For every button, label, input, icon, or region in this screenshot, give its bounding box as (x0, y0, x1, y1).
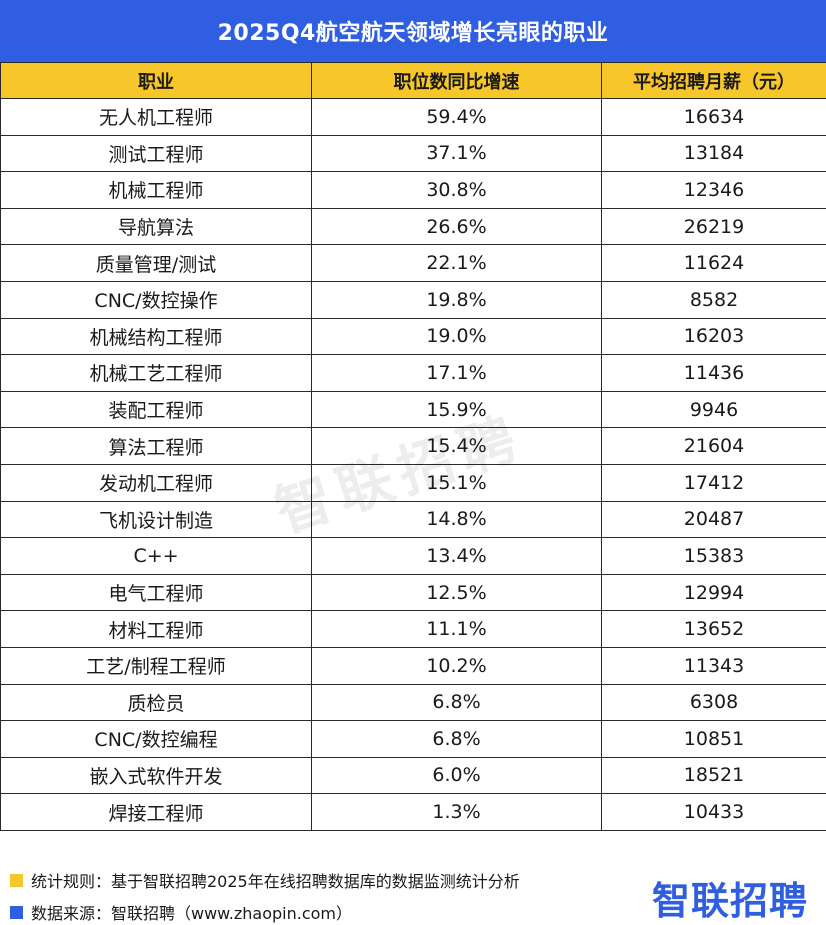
cell-occupation: 质检员 (0, 683, 312, 722)
cell-occupation: 焊接工程师 (0, 793, 312, 831)
cell-occupation: CNC/数控编程 (0, 720, 312, 758)
cell-salary: 11436 (601, 354, 826, 392)
cell-growth: 37.1% (311, 134, 602, 173)
cell-growth: 6.8% (311, 720, 602, 758)
data-source-text: 数据来源：智联招聘（www.zhaopin.com） (31, 904, 353, 923)
table-row: 工艺/制程工程师 10.2% 11343 (0, 646, 826, 685)
cell-occupation: 机械工程师 (0, 171, 312, 209)
cell-occupation: 质量管理/测试 (0, 244, 312, 282)
cell-growth: 13.4% (311, 537, 602, 575)
table-row: 飞机设计制造 14.8% 20487 (0, 500, 826, 539)
cell-salary: 11624 (601, 244, 826, 282)
cell-growth: 17.1% (311, 354, 602, 392)
stat-rule-text: 统计规则：基于智联招聘2025年在线招聘数据库的数据监测统计分析 (31, 872, 520, 891)
table-row: 发动机工程师 15.1% 17412 (0, 463, 826, 502)
cell-growth: 10.2% (311, 646, 602, 685)
table-row: 质量管理/测试 22.1% 11624 (0, 244, 826, 282)
cell-growth: 15.4% (311, 427, 602, 465)
cell-salary: 20487 (601, 500, 826, 539)
cell-growth: 11.1% (311, 610, 602, 648)
cell-occupation: 导航算法 (0, 207, 312, 246)
cell-occupation: CNC/数控操作 (0, 280, 312, 319)
table-row: 装配工程师 15.9% 9946 (0, 390, 826, 429)
cell-salary: 10433 (601, 793, 826, 831)
table-row: 测试工程师 37.1% 13184 (0, 134, 826, 173)
cell-salary: 21604 (601, 427, 826, 465)
cell-salary: 16634 (601, 98, 826, 136)
cell-salary: 8582 (601, 280, 826, 319)
cell-salary: 13652 (601, 610, 826, 648)
cell-growth: 30.8% (311, 171, 602, 209)
cell-occupation: 飞机设计制造 (0, 500, 312, 539)
table-row: CNC/数控操作 19.8% 8582 (0, 280, 826, 319)
cell-occupation: 材料工程师 (0, 610, 312, 648)
cell-salary: 13184 (601, 134, 826, 173)
footer: 统计规则：基于智联招聘2025年在线招聘数据库的数据监测统计分析 数据来源：智联… (0, 858, 826, 925)
table-row: 机械结构工程师 19.0% 16203 (0, 317, 826, 356)
zhaopin-logo: 智联招聘 (651, 879, 808, 923)
header-salary: 平均招聘月薪（元） (601, 62, 826, 99)
table-row: 算法工程师 15.4% 21604 (0, 427, 826, 465)
cell-growth: 26.6% (311, 207, 602, 246)
cell-salary: 15383 (601, 537, 826, 575)
stat-rule-note: 统计规则：基于智联招聘2025年在线招聘数据库的数据监测统计分析 (10, 868, 520, 892)
cell-occupation: 算法工程师 (0, 427, 312, 465)
cell-occupation: 测试工程师 (0, 134, 312, 173)
table-row: 焊接工程师 1.3% 10433 (0, 793, 826, 831)
table-row: 电气工程师 12.5% 12994 (0, 573, 826, 612)
table-row: 嵌入式软件开发 6.0% 18521 (0, 756, 826, 795)
cell-salary: 26219 (601, 207, 826, 246)
cell-occupation: 电气工程师 (0, 573, 312, 612)
cell-occupation: 无人机工程师 (0, 98, 312, 136)
cell-salary: 11343 (601, 646, 826, 685)
cell-growth: 19.8% (311, 280, 602, 319)
cell-salary: 6308 (601, 683, 826, 722)
cell-growth: 15.9% (311, 390, 602, 429)
data-table: 职业 职位数同比增速 平均招聘月薪（元） 无人机工程师 59.4% 16634 测试工… (0, 62, 826, 831)
table-row: 机械工艺工程师 17.1% 11436 (0, 354, 826, 392)
data-source-note: 数据来源：智联招聘（www.zhaopin.com） (10, 900, 352, 924)
cell-salary: 12346 (601, 171, 826, 209)
header-row: 职业 职位数同比增速 平均招聘月薪（元） (0, 62, 826, 99)
cell-growth: 15.1% (311, 463, 602, 502)
cell-salary: 18521 (601, 756, 826, 795)
cell-occupation: 发动机工程师 (0, 463, 312, 502)
cell-salary: 10851 (601, 720, 826, 758)
cell-growth: 1.3% (311, 793, 602, 831)
cell-occupation: C++ (0, 537, 312, 575)
table-row: C++ 13.4% 15383 (0, 537, 826, 575)
table-row: 材料工程师 11.1% 13652 (0, 610, 826, 648)
cell-occupation: 工艺/制程工程师 (0, 646, 312, 685)
cell-occupation: 机械工艺工程师 (0, 354, 312, 392)
cell-occupation: 装配工程师 (0, 390, 312, 429)
cell-growth: 14.8% (311, 500, 602, 539)
table-title: 2025Q4航空航天领域增长亮眼的职业 (0, 0, 826, 62)
cell-salary: 16203 (601, 317, 826, 356)
yellow-square-icon (10, 873, 23, 887)
cell-growth: 6.0% (311, 756, 602, 795)
table-row: 质检员 6.8% 6308 (0, 683, 826, 722)
cell-growth: 12.5% (311, 573, 602, 612)
cell-growth: 6.8% (311, 683, 602, 722)
cell-occupation: 嵌入式软件开发 (0, 756, 312, 795)
blue-square-icon (10, 905, 23, 919)
cell-salary: 9946 (601, 390, 826, 429)
header-occupation: 职业 (0, 62, 312, 99)
cell-growth: 59.4% (311, 98, 602, 136)
cell-salary: 12994 (601, 573, 826, 612)
cell-growth: 19.0% (311, 317, 602, 356)
table-row: 无人机工程师 59.4% 16634 (0, 98, 826, 136)
cell-salary: 17412 (601, 463, 826, 502)
table-row: CNC/数控编程 6.8% 10851 (0, 720, 826, 758)
table-row: 导航算法 26.6% 26219 (0, 207, 826, 246)
cell-occupation: 机械结构工程师 (0, 317, 312, 356)
cell-growth: 22.1% (311, 244, 602, 282)
header-growth: 职位数同比增速 (311, 62, 602, 99)
table-row: 机械工程师 30.8% 12346 (0, 171, 826, 209)
